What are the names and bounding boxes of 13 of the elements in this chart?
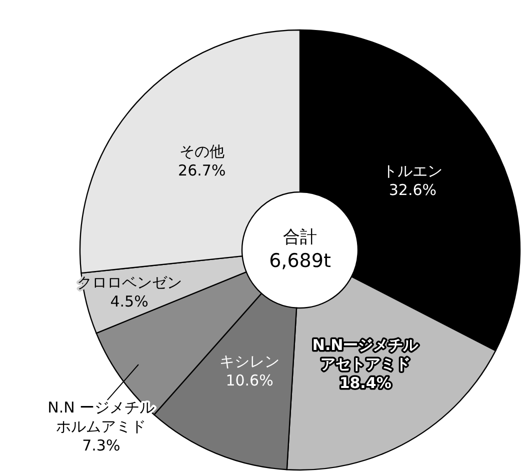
data-label: 4.5% — [110, 292, 148, 311]
text: 6,689t — [269, 250, 331, 272]
data-label: 7.3% — [82, 436, 120, 455]
slice-label: N.Nージメチルアセトアミド — [312, 336, 420, 373]
slice-label: N.N ージメチルホルムアミド — [48, 398, 155, 436]
slice-label: キシレン — [220, 352, 280, 371]
slice-label: トルエン — [382, 162, 443, 180]
data-label: 26.7% — [178, 161, 226, 180]
text: 合計 — [283, 228, 317, 248]
data-label: 32.6% — [388, 180, 437, 199]
data-label: 18.4% — [339, 374, 392, 392]
slice-label: その他 — [179, 142, 224, 160]
data-label: 10.6% — [226, 372, 274, 390]
